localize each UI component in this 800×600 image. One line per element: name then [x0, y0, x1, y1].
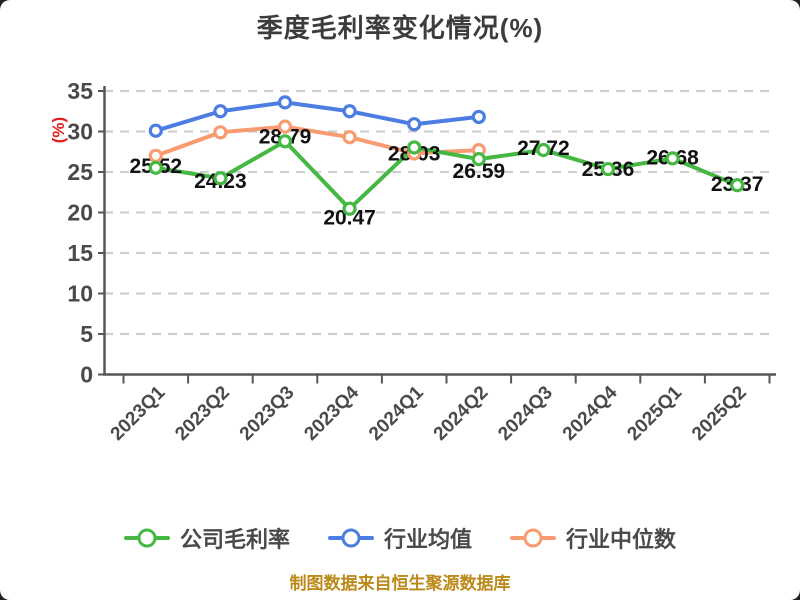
series-line-company-gross-margin — [153, 139, 740, 211]
y-axis-label: 5 — [80, 321, 93, 347]
data-point-company-gross-margin — [407, 140, 422, 155]
legend-label: 公司毛利率 — [179, 527, 290, 552]
line-dot-marker-icon — [510, 528, 556, 548]
legend-label: 行业中位数 — [566, 527, 677, 552]
data-point-company-gross-margin — [213, 171, 228, 186]
data-point-industry-average — [407, 117, 422, 132]
x-axis-label: 2024Q2 — [430, 382, 493, 445]
data-point-company-gross-margin — [148, 160, 163, 175]
data-source-note: 制图数据来自恒生聚源数据库 — [289, 574, 511, 593]
data-point-industry-average — [342, 104, 357, 119]
line-dot-marker-icon — [123, 528, 170, 548]
data-point-industry-median — [148, 148, 163, 163]
x-axis-label: 2025Q2 — [688, 382, 751, 445]
y-axis-label: 25 — [67, 159, 93, 185]
x-axis-label: 2023Q1 — [107, 382, 170, 445]
y-axis-label: 20 — [67, 200, 93, 226]
data-point-company-gross-margin — [471, 152, 486, 167]
data-point-company-gross-margin — [600, 161, 616, 177]
data-point-industry-median — [342, 130, 357, 145]
legend-item-industry-average[interactable]: 行业均值 — [327, 522, 472, 554]
y-axis-name: (%) — [49, 117, 68, 143]
data-point-industry-median — [277, 119, 293, 134]
series-line-industry-median — [153, 124, 481, 158]
y-axis-label: 10 — [67, 281, 93, 307]
data-point-company-gross-margin — [536, 142, 551, 158]
x-axis-label: 2023Q4 — [300, 382, 363, 445]
data-point-industry-average — [148, 123, 163, 138]
x-axis-label: 2023Q2 — [171, 382, 234, 445]
x-axis-label: 2024Q4 — [559, 382, 622, 445]
legend-label: 行业均值 — [383, 527, 472, 552]
legend-item-company-gross-margin[interactable]: 公司毛利率 — [123, 522, 290, 554]
data-point-industry-average — [277, 95, 293, 110]
data-point-company-gross-margin — [277, 134, 293, 149]
y-axis-label: 0 — [80, 362, 93, 388]
x-axis-label: 2025Q1 — [623, 382, 686, 445]
data-point-company-gross-margin — [730, 178, 745, 193]
line-dot-marker-icon — [327, 528, 374, 548]
x-axis-label: 2023Q3 — [236, 382, 299, 445]
x-axis-label: 2024Q3 — [494, 382, 557, 445]
x-axis-label: 2024Q1 — [365, 382, 428, 445]
data-point-company-gross-margin — [665, 151, 680, 166]
data-point-industry-average — [471, 109, 486, 125]
value-label: 26.59 — [453, 160, 506, 183]
legend-item-industry-median[interactable]: 行业中位数 — [510, 522, 676, 554]
data-point-industry-average — [213, 104, 228, 119]
y-axis-label: 15 — [67, 240, 93, 266]
data-point-industry-median — [213, 125, 228, 140]
y-axis-label: 30 — [67, 119, 93, 145]
series-line-industry-average — [153, 100, 481, 133]
data-point-company-gross-margin — [342, 201, 357, 216]
legend: 公司毛利率 行业均值 行业中位数 — [0, 522, 800, 554]
value-label: 20.47 — [323, 207, 376, 230]
y-axis-label: 35 — [67, 78, 93, 104]
chart-title: 季度毛利率变化情况(%) — [256, 13, 544, 43]
